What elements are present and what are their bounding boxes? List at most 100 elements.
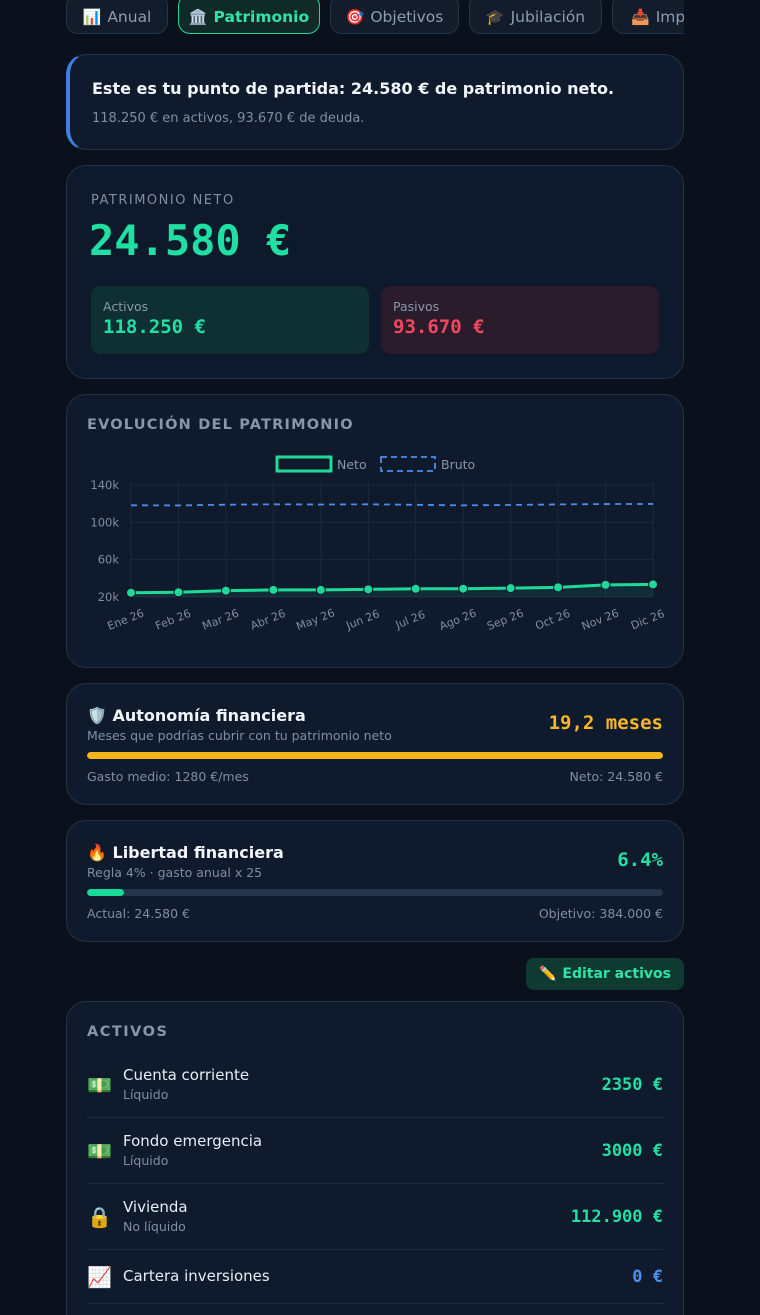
autonomy-title-text: Autonomía financiera bbox=[112, 706, 306, 725]
asset-kind: Líquido bbox=[123, 1087, 169, 1102]
edit-assets-button[interactable]: ✏️ Editar activos bbox=[525, 958, 684, 990]
autonomy-progress-fill bbox=[87, 752, 663, 759]
data-point-neto bbox=[126, 587, 136, 598]
asset-name: Vivienda bbox=[123, 1198, 188, 1216]
data-point-neto bbox=[600, 579, 611, 590]
net-worth-card: PATRIMONIO NETO 24.580 € Activos 118.250… bbox=[66, 165, 684, 379]
tab-patrimonio[interactable]: 🏛️ Patrimonio bbox=[178, 0, 320, 34]
money-icon: 💵 bbox=[87, 1072, 112, 1097]
x-tick-label: Jul 26 bbox=[393, 608, 427, 632]
data-point-neto bbox=[220, 585, 231, 596]
series-area-neto bbox=[131, 584, 653, 597]
tab-jubilacion[interactable]: 🎓 Jubilación bbox=[469, 0, 602, 34]
asset-row[interactable]: 📈 Cartera inversiones 0 € bbox=[87, 1250, 663, 1304]
asset-kind: Líquido bbox=[123, 1153, 169, 1168]
y-tick-label: 60k bbox=[98, 553, 120, 567]
tab-label: Objetivos bbox=[370, 8, 444, 26]
y-tick-label: 100k bbox=[90, 515, 119, 529]
asset-amount: 3000 € bbox=[601, 1140, 663, 1161]
data-point-neto bbox=[553, 582, 564, 593]
x-tick-label: Oct 26 bbox=[533, 607, 572, 633]
shield-icon: 🛡️ bbox=[87, 706, 107, 725]
banner-title: Este es tu punto de partida: 24.580 € de… bbox=[92, 79, 615, 98]
assets-summary: Activos 118.250 € bbox=[91, 286, 369, 354]
net-worth-chart: 140k 100k 60k 20k Ene 26 Feb 26 Mar 26 Abr 26 Ma… bbox=[90, 455, 666, 633]
liabilities-label: Pasivos bbox=[393, 299, 440, 314]
asset-row[interactable]: 💵 Fondo emergencia Líquido 3000 € bbox=[87, 1118, 663, 1184]
asset-row[interactable]: 🔒 Vivienda No líquido 112.900 € bbox=[87, 1184, 663, 1250]
edit-assets-label: Editar activos bbox=[562, 966, 671, 982]
autonomy-progress-bar bbox=[87, 752, 663, 759]
x-tick-label: Jun 26 bbox=[344, 607, 382, 632]
tab-label: Jubilación bbox=[510, 8, 586, 26]
tab-bar: 📊 Anual 🏛️ Patrimonio 🎯 Objetivos 🎓 Jubi… bbox=[66, 0, 684, 34]
tab-label: Patrimonio bbox=[213, 8, 310, 26]
data-point-neto bbox=[648, 579, 658, 590]
freedom-current: Actual: 24.580 € bbox=[87, 906, 191, 921]
financial-autonomy-card: 🛡️ Autonomía financiera Meses que podría… bbox=[66, 683, 684, 805]
pencil-icon: ✏️ bbox=[538, 966, 557, 982]
chart-icon: 📊 bbox=[82, 8, 102, 26]
autonomy-average-spend: Gasto medio: 1280 €/mes bbox=[87, 769, 249, 784]
asset-name: Fondo emergencia bbox=[123, 1132, 263, 1150]
series-line-bruto bbox=[130, 503, 654, 507]
tab-label: Impuestos bbox=[655, 8, 684, 26]
legend-swatch bbox=[275, 455, 333, 473]
data-point-neto bbox=[410, 583, 421, 594]
x-tick-label: Feb 26 bbox=[154, 607, 193, 633]
data-point-neto bbox=[505, 583, 516, 594]
bank-icon: 🏛️ bbox=[188, 8, 208, 26]
legend-label: Bruto bbox=[441, 457, 475, 472]
asset-name: Cartera inversiones bbox=[123, 1267, 270, 1285]
asset-kind: No líquido bbox=[123, 1219, 186, 1234]
tab-impuestos[interactable]: 📥 Impuestos bbox=[612, 0, 684, 34]
net-worth-evolution-card: EVOLUCIÓN DEL PATRIMONIO 140k 100k 60k 20k E… bbox=[66, 394, 684, 668]
asset-amount: 0 € bbox=[632, 1266, 663, 1287]
x-tick-label: May 26 bbox=[294, 606, 336, 633]
data-point-neto bbox=[268, 584, 279, 595]
asset-row[interactable]: 💵 Cuenta corriente Líquido 2350 € bbox=[87, 1052, 663, 1118]
freedom-subtitle: Regla 4% · gasto anual x 25 bbox=[87, 865, 263, 880]
x-tick-label: Nov 26 bbox=[580, 606, 621, 633]
net-worth-label: PATRIMONIO NETO bbox=[91, 193, 235, 208]
fire-icon: 🔥 bbox=[87, 843, 107, 862]
y-tick-label: 20k bbox=[98, 590, 120, 604]
freedom-progress-bar bbox=[87, 889, 663, 896]
x-tick-label: Abr 26 bbox=[249, 607, 288, 633]
x-tick-label: Mar 26 bbox=[200, 607, 240, 633]
freedom-target: Objetivo: 384.000 € bbox=[538, 906, 663, 921]
assets-list-title: ACTIVOS bbox=[87, 1024, 169, 1040]
lock-icon: 🔒 bbox=[87, 1204, 112, 1229]
asset-name: Cuenta corriente bbox=[123, 1066, 250, 1084]
autonomy-subtitle: Meses que podrías cubrir con tu patrimon… bbox=[87, 728, 392, 743]
legend-swatch bbox=[380, 456, 436, 472]
target-icon: 🎯 bbox=[345, 8, 365, 26]
banner-subtitle: 118.250 € en activos, 93.670 € de deuda. bbox=[92, 111, 365, 126]
autonomy-value: 19,2 meses bbox=[548, 712, 663, 734]
tab-anual[interactable]: 📊 Anual bbox=[66, 0, 168, 34]
data-point-neto bbox=[315, 584, 326, 595]
freedom-title: 🔥 Libertad financiera bbox=[87, 843, 284, 862]
y-tick-label: 140k bbox=[90, 478, 119, 492]
x-tick-label: Ago 26 bbox=[437, 606, 478, 633]
assets-value: 118.250 € bbox=[103, 316, 206, 338]
starting-point-banner: Este es tu punto de partida: 24.580 € de… bbox=[66, 54, 684, 150]
freedom-value: 6.4% bbox=[617, 849, 663, 871]
tab-objetivos[interactable]: 🎯 Objetivos bbox=[330, 0, 459, 34]
data-point-neto bbox=[458, 583, 469, 594]
autonomy-net: Neto: 24.580 € bbox=[569, 769, 663, 784]
inbox-tray-icon: 📥 bbox=[631, 8, 650, 26]
liabilities-value: 93.670 € bbox=[393, 316, 485, 338]
liabilities-summary: Pasivos 93.670 € bbox=[381, 286, 659, 354]
financial-freedom-card: 🔥 Libertad financiera Regla 4% · gasto a… bbox=[66, 820, 684, 942]
asset-amount: 112.900 € bbox=[570, 1206, 663, 1227]
freedom-title-text: Libertad financiera bbox=[112, 843, 284, 862]
legend-label: Neto bbox=[337, 457, 367, 472]
data-point-neto bbox=[173, 587, 184, 598]
asset-amount: 2350 € bbox=[601, 1074, 663, 1095]
chart-title: EVOLUCIÓN DEL PATRIMONIO bbox=[87, 417, 354, 433]
autonomy-title: 🛡️ Autonomía financiera bbox=[87, 706, 306, 725]
graduation-cap-icon: 🎓 bbox=[485, 8, 505, 26]
data-point-neto bbox=[363, 584, 374, 595]
tab-label: Anual bbox=[107, 8, 152, 26]
